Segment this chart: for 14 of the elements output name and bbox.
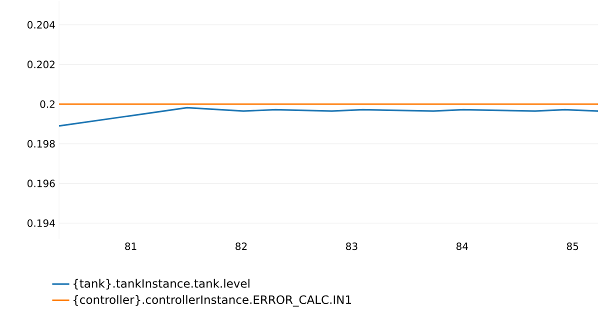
y-tick-label: 0.196 — [28, 180, 55, 188]
legend-label: {controller}.controllerInstance.ERROR_CALC.IN1 — [74, 295, 351, 307]
x-tick-label: 83 — [346, 242, 358, 250]
y-tick-label: 0.198 — [28, 140, 55, 148]
y-tick-label: 0.202 — [28, 60, 54, 68]
x-tick-label: 84 — [456, 242, 468, 250]
legend-label: {tank}.tankInstance.tank.level — [74, 278, 250, 290]
y-tick-label: 0.204 — [28, 21, 55, 29]
y-tick-label: 0.194 — [28, 219, 55, 227]
y-tick-label: 0.2 — [40, 100, 54, 108]
x-tick-label: 81 — [125, 242, 136, 250]
x-tick-label: 85 — [566, 242, 578, 250]
line-series — [58, 106, 599, 127]
x-tick-label: 82 — [236, 242, 247, 250]
